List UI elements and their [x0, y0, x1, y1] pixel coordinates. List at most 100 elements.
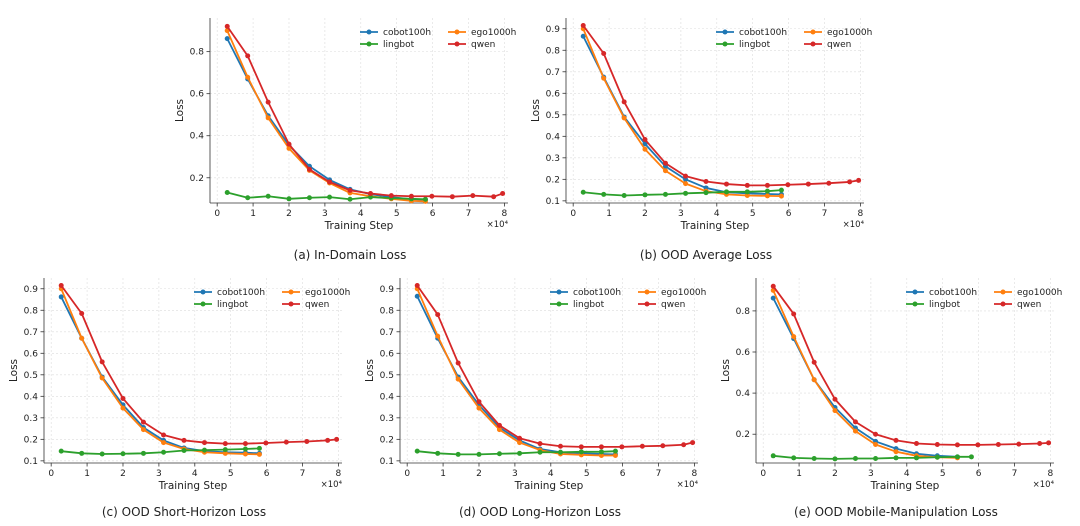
series-qwen	[58, 283, 340, 447]
y-tick-label: 0.4	[190, 132, 205, 142]
data-point-ego1000h	[852, 428, 858, 434]
data-point-ego1000h	[245, 74, 251, 80]
data-point-qwen	[79, 310, 85, 316]
data-point-qwen	[491, 194, 497, 200]
data-point-lingbot	[58, 448, 64, 454]
data-point-ego1000h	[79, 335, 85, 341]
y-tick-label: 0.7	[24, 328, 38, 338]
y-tick-label: 0.7	[380, 328, 394, 338]
series-line-qwen	[416, 284, 694, 448]
caption-ood-mobile-manipulation: (e) OOD Mobile-Manipulation Loss	[794, 505, 998, 519]
data-point-lingbot	[954, 454, 960, 460]
x-tick-label: 7	[300, 469, 306, 479]
data-point-qwen	[222, 441, 228, 447]
legend-label: cobot100h	[739, 28, 787, 38]
data-point-lingbot	[224, 189, 230, 195]
data-point-lingbot	[327, 194, 333, 200]
x-axis-multiplier: ×10⁴	[321, 480, 343, 490]
legend-entry-qwen: qwen	[448, 40, 495, 50]
data-point-lingbot	[517, 450, 523, 456]
data-point-qwen	[496, 422, 502, 428]
y-tick-label: 0.4	[546, 132, 561, 142]
data-point-qwen	[517, 435, 523, 441]
y-tick-label: 0.8	[190, 48, 205, 58]
data-point-qwen	[826, 180, 832, 186]
x-tick-label: 5	[750, 209, 756, 219]
legend-entry-lingbot: lingbot	[906, 300, 961, 310]
data-point-qwen	[791, 311, 797, 317]
data-point-lingbot	[306, 195, 312, 201]
legend-label: qwen	[1017, 300, 1041, 310]
data-point-lingbot	[242, 446, 248, 452]
data-point-lingbot	[120, 451, 126, 457]
data-point-lingbot	[422, 196, 428, 202]
data-point-lingbot	[367, 194, 373, 200]
data-point-qwen	[832, 396, 838, 402]
data-point-ego1000h	[601, 75, 607, 81]
data-point-ego1000h	[517, 440, 523, 446]
chart-panel-ood-average: 0 1 2 3 4 5 6 7 8 0.1 0.2 0.3 0.4 0.5 0.6 0.7 0.8 0.9 Trai…	[526, 10, 886, 242]
legend-label: qwen	[827, 40, 851, 50]
legend-entry-cobot100h: cobot100h	[906, 288, 977, 298]
x-tick-label: 5	[940, 469, 946, 479]
y-tick-label: 0.5	[24, 371, 38, 381]
data-point-lingbot	[79, 450, 85, 456]
data-point-lingbot	[832, 456, 838, 462]
data-point-qwen	[1037, 440, 1043, 446]
data-point-lingbot	[347, 196, 353, 202]
data-point-qwen	[660, 443, 666, 449]
legend-label: lingbot	[929, 300, 961, 310]
x-tick-label: 0	[404, 469, 410, 479]
data-point-qwen	[99, 359, 105, 365]
series-line-ego1000h	[226, 29, 427, 203]
data-point-qwen	[690, 440, 696, 446]
data-point-qwen	[744, 182, 750, 188]
legend-label: cobot100h	[929, 288, 977, 298]
x-tick-label: 4	[358, 209, 364, 219]
caption-ood-long-horizon: (d) OOD Long-Horizon Loss	[458, 505, 622, 519]
data-point-lingbot	[222, 447, 228, 453]
data-point-ego1000h	[811, 377, 817, 383]
series-line-cobot100h	[772, 297, 959, 458]
legend-entry-cobot100h: cobot100h	[194, 288, 265, 298]
data-point-ego1000h	[455, 376, 461, 382]
legend-label: ego1000h	[471, 28, 516, 38]
data-point-ego1000h	[873, 442, 879, 447]
data-point-qwen	[852, 419, 858, 425]
data-point-ego1000h	[791, 334, 797, 340]
data-point-qwen	[873, 431, 879, 437]
data-point-cobot100h	[414, 293, 420, 299]
data-point-qwen	[334, 436, 340, 442]
x-tick-label: 8	[692, 469, 698, 479]
series-cobot100h	[414, 293, 618, 457]
data-point-cobot100h	[580, 33, 586, 39]
caption-ood-average: (b) OOD Average Loss	[639, 248, 773, 262]
x-tick-label: 3	[512, 469, 518, 479]
data-point-lingbot	[265, 193, 271, 199]
data-point-qwen	[662, 160, 668, 166]
series-line-qwen	[772, 285, 1050, 446]
data-point-qwen	[367, 191, 373, 197]
y-tick-label: 0.8	[380, 306, 395, 316]
data-point-ego1000h	[435, 333, 441, 339]
data-point-qwen	[283, 439, 289, 445]
legend-swatch-marker	[810, 41, 816, 47]
y-tick-label: 0.1	[546, 197, 560, 207]
y-tick-label: 0.2	[736, 430, 750, 440]
caption-in-domain: (a) In-Domain Loss	[293, 248, 407, 262]
series-lingbot	[58, 445, 262, 457]
data-point-lingbot	[811, 455, 817, 461]
legend-entry-ego1000h: ego1000h	[994, 288, 1062, 298]
data-point-qwen	[120, 395, 126, 401]
y-tick-label: 0.3	[380, 414, 394, 424]
data-point-ego1000h	[222, 450, 228, 456]
chart-svg: 0 1 2 3 4 5 6 7 8 0.2 0.4 0.6 0.8 Training Step Loss ×1…	[720, 278, 1062, 492]
data-point-cobot100h	[224, 36, 230, 42]
data-point-lingbot	[791, 455, 797, 461]
data-point-qwen	[435, 312, 441, 318]
series-cobot100h	[58, 294, 262, 456]
legend-label: qwen	[305, 300, 329, 310]
chart-panel-ood-mobile-manipulation: 0 1 2 3 4 5 6 7 8 0.2 0.4 0.6 0.8 Training Step Loss ×1…	[716, 270, 1076, 502]
x-axis-multiplier: ×10⁴	[677, 480, 699, 490]
data-point-ego1000h	[242, 451, 248, 457]
